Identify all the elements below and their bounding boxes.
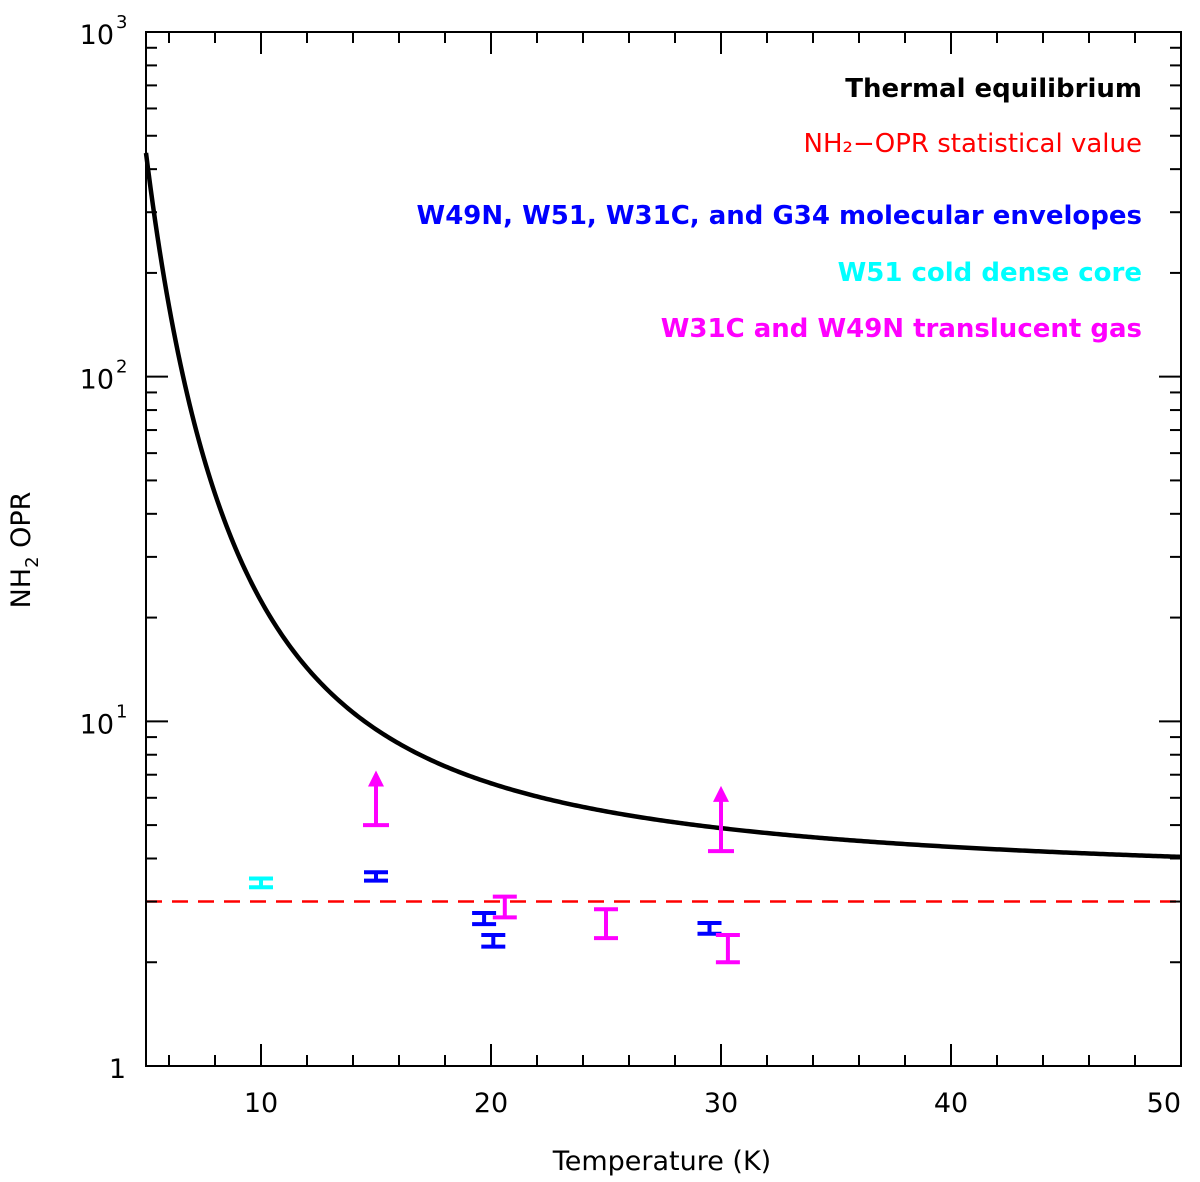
x-tick-label: 20: [474, 1088, 508, 1119]
y-tick-label: 10 3: [80, 12, 128, 51]
lower-limit-arrowhead: [713, 785, 729, 802]
legend-entry: W31C and W49N translucent gas: [661, 314, 1142, 344]
y-tick-label-exponent: 3: [116, 12, 127, 33]
x-tick-label: 10: [244, 1088, 278, 1119]
legend-entry: Thermal equilibrium: [845, 74, 1142, 104]
x-tick-label: 50: [1147, 1088, 1181, 1119]
lower-limit-arrowhead: [368, 770, 384, 787]
legend-entry: NH₂−OPR statistical value: [804, 129, 1142, 159]
series-layer: [143, 152, 1182, 965]
legend: Thermal equilibrium NH₂−OPR statistical v…: [417, 74, 1142, 344]
error-bar-point: [472, 910, 497, 927]
y-tick-label: 10 2: [80, 357, 128, 396]
y-tick-label-exponent: 1: [116, 701, 127, 722]
error-bar-point: [249, 876, 273, 890]
error-bar-point: [364, 870, 388, 883]
y-axis-label-subscript: 2: [22, 556, 43, 567]
plot-frame: [145, 31, 1182, 1067]
thermal-equilibrium-curve: [143, 152, 1182, 860]
x-tick-label: 30: [704, 1088, 738, 1119]
y-tick-label-base: 10: [80, 709, 114, 740]
error-bar-point: [492, 894, 517, 920]
x-tick-label: 40: [934, 1088, 968, 1119]
y-axis-label-suffix: OPR: [6, 492, 37, 557]
svg-text:NH2 OPR: NH2 OPR: [6, 492, 43, 609]
y-tick-label-base: 1: [109, 1054, 126, 1085]
legend-entry: W49N, W51, W31C, and G34 molecular envel…: [417, 201, 1142, 231]
y-tick-label: 10 1: [80, 701, 128, 740]
y-tick-label-base: 10: [80, 365, 114, 396]
error-bar-point: [481, 932, 506, 949]
y-tick-label: 1: [109, 1054, 126, 1085]
error-bar-point: [715, 932, 740, 965]
lower-limit-point: [363, 770, 389, 828]
axis-labels: Temperature (K) NH2 OPR: [6, 492, 771, 1177]
error-bar-point: [697, 920, 722, 936]
lower-limit-point: [708, 785, 734, 854]
y-tick-label-base: 10: [80, 20, 114, 51]
error-bar-point: [594, 907, 618, 941]
y-axis-label-prefix: NH: [6, 568, 37, 609]
y-axis-label: NH2 OPR: [6, 492, 43, 609]
legend-entry: W51 cold dense core: [838, 258, 1142, 288]
x-axis-label: Temperature (K): [552, 1146, 771, 1177]
y-tick-label-exponent: 2: [116, 357, 127, 378]
